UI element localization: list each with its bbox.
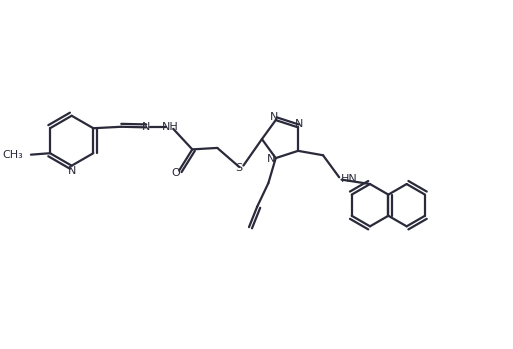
Text: S: S [236, 163, 243, 173]
Text: NH: NH [162, 122, 179, 132]
Text: HN: HN [341, 174, 358, 184]
Text: O: O [171, 169, 180, 178]
Text: N: N [295, 119, 304, 129]
Text: N: N [68, 166, 76, 176]
Text: N: N [142, 122, 150, 132]
Text: N: N [270, 112, 279, 121]
Text: N: N [267, 154, 275, 164]
Text: CH₃: CH₃ [3, 150, 24, 160]
